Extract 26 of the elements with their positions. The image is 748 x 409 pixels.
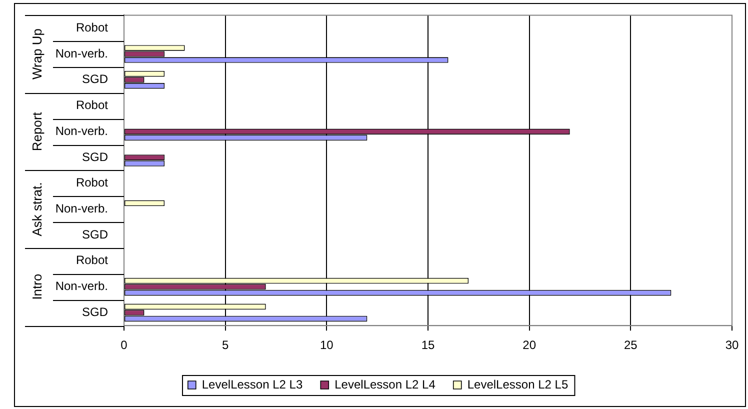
y-tick-label: Robot: [76, 98, 109, 112]
x-tick-label: 0: [120, 338, 128, 352]
legend-label: LevelLesson L2 L4: [334, 377, 436, 392]
text: Ask strat.: [30, 182, 45, 236]
x-tick-label: 25: [624, 338, 638, 352]
text: Wrap Up: [30, 28, 45, 80]
x-tick-label: 20: [522, 338, 536, 352]
text: Intro: [30, 274, 45, 300]
y-tick-label: Robot: [76, 253, 109, 268]
y-tick-label: Non-verb.: [55, 124, 108, 138]
y-tick-label: Robot: [76, 20, 109, 34]
y-tick-label: SGD: [82, 227, 108, 242]
legend-label: LevelLesson L2 L5: [467, 377, 568, 392]
y-tick-label: Non-verb.: [55, 46, 108, 60]
y-tick-label: SGD: [82, 150, 108, 164]
y-tick-label: SGD: [82, 72, 108, 86]
x-tick-label: 5: [222, 338, 229, 352]
y-tick-label: SGD: [82, 304, 108, 319]
x-tick-label: 10: [320, 338, 334, 352]
text: Report: [30, 112, 45, 152]
y-tick-label: Non-verb.: [55, 279, 108, 294]
legend-label: LevelLesson L2 L3: [202, 377, 303, 392]
y-tick-label: Robot: [76, 176, 109, 190]
x-tick-label: 15: [421, 338, 435, 352]
x-tick-label: 30: [725, 338, 739, 352]
y-tick-label: Non-verb.: [55, 202, 108, 216]
